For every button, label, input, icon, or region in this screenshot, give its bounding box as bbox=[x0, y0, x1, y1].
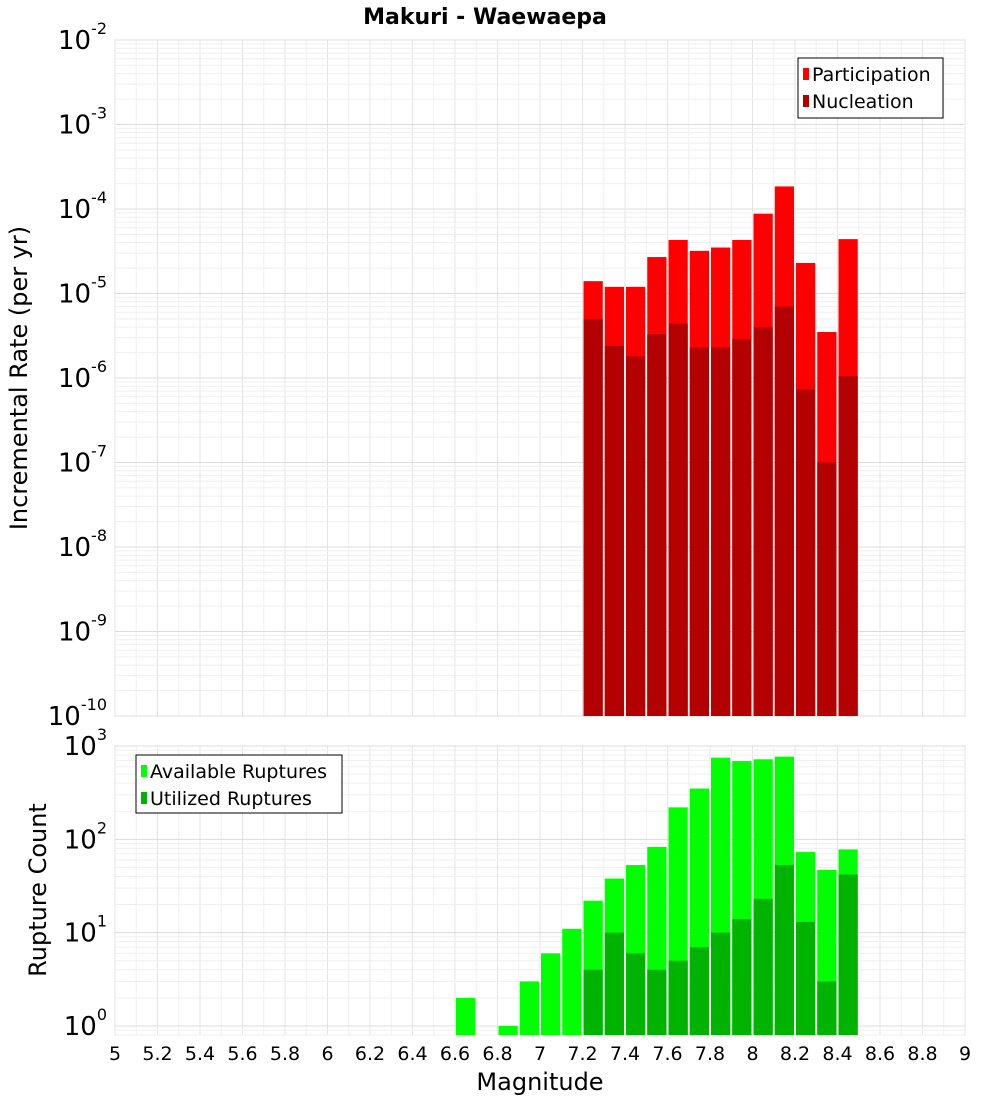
x-tick-label: 5.2 bbox=[142, 1043, 172, 1065]
bar-nucleation bbox=[817, 462, 837, 716]
x-tick-label: 8.8 bbox=[907, 1043, 937, 1065]
bar-nucleation bbox=[583, 318, 603, 716]
bar-nucleation bbox=[689, 347, 709, 716]
count-y-ticks: 100 101 102 103 bbox=[64, 725, 107, 1042]
legend-swatch bbox=[141, 792, 147, 804]
bar-available-ruptures bbox=[519, 981, 539, 1035]
x-tick-label: 5.4 bbox=[185, 1043, 215, 1065]
x-tick-label: 7.8 bbox=[695, 1043, 725, 1065]
legend-label: Utilized Ruptures bbox=[150, 788, 312, 810]
bar-nucleation bbox=[796, 389, 816, 716]
bar-nucleation bbox=[753, 327, 773, 716]
bar-utilized-ruptures bbox=[583, 969, 603, 1035]
y-tick-label: 10-4 bbox=[58, 188, 107, 225]
x-tick-label: 9 bbox=[959, 1043, 971, 1065]
y-tick-label: 10-2 bbox=[58, 19, 107, 56]
y-tick-label: 101 bbox=[64, 912, 107, 949]
x-axis-label: Magnitude bbox=[476, 1068, 603, 1096]
legend-box bbox=[135, 754, 343, 814]
x-tick-label: 6.6 bbox=[440, 1043, 470, 1065]
rate-legend: Participation Nucleation bbox=[797, 57, 944, 119]
bar-utilized-ruptures bbox=[626, 953, 646, 1035]
bar-nucleation bbox=[626, 356, 646, 716]
y-tick-label: 10-7 bbox=[58, 442, 107, 479]
x-tick-label: 5 bbox=[109, 1043, 121, 1065]
bar-utilized-ruptures bbox=[796, 922, 816, 1035]
legend-label: Available Ruptures bbox=[150, 761, 327, 783]
bar-utilized-ruptures bbox=[753, 898, 773, 1035]
legend-swatch bbox=[141, 765, 147, 777]
y-tick-label: 10-9 bbox=[58, 611, 107, 648]
bar-utilized-ruptures bbox=[604, 932, 624, 1035]
bar-utilized-ruptures bbox=[711, 932, 731, 1035]
bar-utilized-ruptures bbox=[647, 969, 667, 1035]
y-tick-label: 10-3 bbox=[58, 104, 107, 141]
y-tick-label: 10-10 bbox=[48, 695, 107, 732]
rate-grid bbox=[114, 39, 966, 717]
bar-nucleation bbox=[838, 376, 858, 716]
x-tick-label: 5.6 bbox=[227, 1043, 257, 1065]
count-y-axis-label: Rupture Count bbox=[24, 803, 52, 977]
bar-utilized-ruptures bbox=[689, 947, 709, 1035]
bar-utilized-ruptures bbox=[732, 919, 752, 1035]
legend-box bbox=[797, 57, 944, 119]
x-tick-label: 8.2 bbox=[780, 1043, 810, 1065]
x-axis-ticks: 5 5.2 5.4 5.6 5.8 6 6.2 6.4 6.6 6.8 7 7.2 7.4 7.6 7.8 8… bbox=[109, 1043, 971, 1065]
y-tick-label: 100 bbox=[64, 1005, 107, 1042]
y-tick-label: 103 bbox=[64, 725, 107, 762]
count-bars bbox=[456, 756, 858, 1035]
legend-label: Participation bbox=[812, 64, 931, 86]
bar-available-ruptures bbox=[498, 1025, 518, 1035]
bar-nucleation bbox=[774, 306, 794, 716]
legend-swatch bbox=[803, 95, 809, 107]
x-tick-label: 8.4 bbox=[822, 1043, 852, 1065]
x-tick-label: 7 bbox=[534, 1043, 546, 1065]
x-tick-label: 6.2 bbox=[355, 1043, 385, 1065]
bar-utilized-ruptures bbox=[668, 960, 688, 1035]
y-tick-label: 102 bbox=[64, 818, 107, 855]
bar-nucleation bbox=[732, 338, 752, 716]
bar-utilized-ruptures bbox=[774, 865, 794, 1035]
bar-nucleation bbox=[647, 334, 667, 716]
rate-bars bbox=[583, 186, 858, 717]
x-tick-label: 7.2 bbox=[567, 1043, 597, 1065]
bar-nucleation bbox=[711, 347, 731, 716]
x-tick-label: 6 bbox=[321, 1043, 333, 1065]
bar-utilized-ruptures bbox=[817, 981, 837, 1035]
x-tick-label: 6.4 bbox=[397, 1043, 427, 1065]
bar-nucleation bbox=[668, 323, 688, 716]
x-tick-label: 8 bbox=[746, 1043, 758, 1065]
bar-nucleation bbox=[604, 345, 624, 716]
legend-swatch bbox=[803, 68, 809, 80]
x-tick-label: 5.8 bbox=[270, 1043, 300, 1065]
y-tick-label: 10-6 bbox=[58, 357, 107, 394]
legend-label: Nucleation bbox=[812, 91, 914, 113]
bar-available-ruptures bbox=[541, 953, 561, 1035]
x-tick-label: 6.8 bbox=[482, 1043, 512, 1065]
y-tick-label: 10-5 bbox=[58, 273, 107, 310]
chart-title: Makuri - Waewaepa bbox=[363, 5, 607, 30]
count-legend: Available Ruptures Utilized Ruptures bbox=[135, 754, 343, 814]
rate-panel: 10-10 10-9 10-8 10-7 10-6 10-5 10-4 10-3 10-2 In… bbox=[5, 19, 966, 732]
rate-y-ticks: 10-10 10-9 10-8 10-7 10-6 10-5 10-4 10-3 10-2 bbox=[48, 19, 107, 732]
x-tick-label: 7.4 bbox=[610, 1043, 640, 1065]
bar-utilized-ruptures bbox=[838, 874, 858, 1035]
bar-available-ruptures bbox=[562, 928, 582, 1035]
x-tick-label: 7.6 bbox=[652, 1043, 682, 1065]
y-tick-label: 10-8 bbox=[58, 526, 107, 563]
rate-y-axis-label: Incremental Rate (per yr) bbox=[5, 226, 33, 530]
count-panel: 100 101 102 103 Rupture Count Available Rup… bbox=[24, 725, 966, 1042]
bar-available-ruptures bbox=[456, 997, 476, 1035]
x-tick-label: 8.6 bbox=[865, 1043, 895, 1065]
